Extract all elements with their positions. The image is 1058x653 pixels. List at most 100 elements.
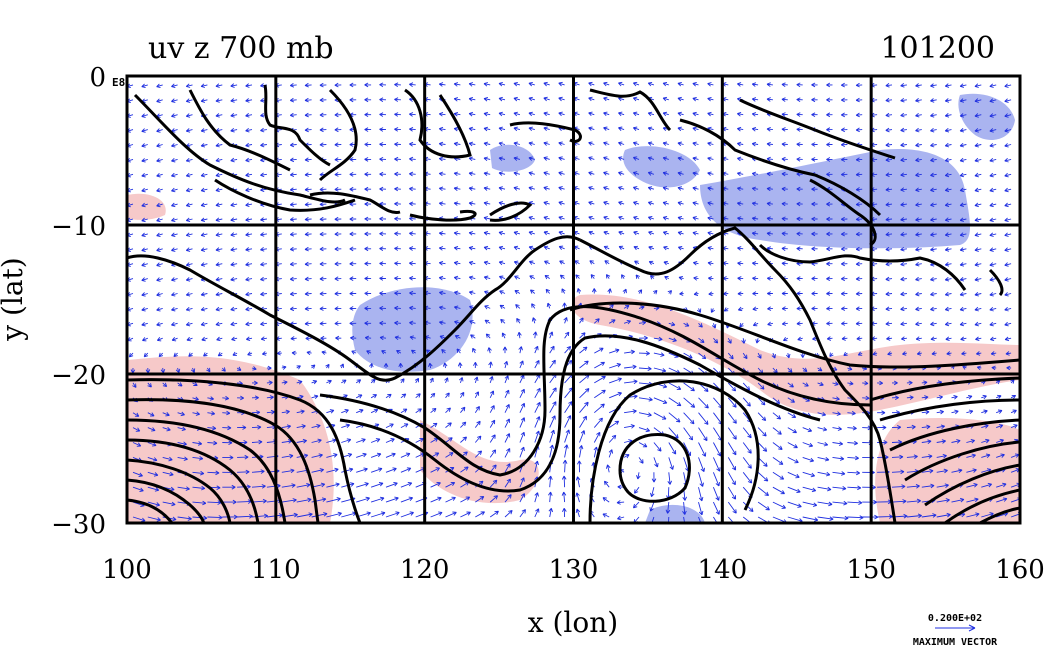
wind-vector bbox=[438, 171, 446, 177]
wind-vector bbox=[832, 471, 846, 476]
wind-vector bbox=[304, 187, 312, 192]
x-tick-label: 130 bbox=[549, 555, 599, 585]
contour-line bbox=[127, 478, 206, 523]
wind-vector bbox=[514, 275, 521, 280]
wind-vector bbox=[483, 171, 491, 176]
wind-vector bbox=[498, 111, 506, 117]
wind-vector bbox=[677, 231, 684, 236]
wind-vector bbox=[727, 382, 737, 392]
wind-vector bbox=[185, 247, 193, 252]
wind-vector bbox=[944, 276, 952, 282]
wind-vector bbox=[364, 320, 372, 326]
wind-vector bbox=[989, 157, 997, 163]
wind-vector bbox=[811, 112, 818, 117]
wind-vector bbox=[944, 291, 952, 297]
wind-vector bbox=[513, 171, 521, 176]
wind-vector bbox=[727, 352, 734, 360]
wind-vector bbox=[498, 230, 506, 236]
wind-vector bbox=[981, 394, 987, 400]
wind-vector bbox=[504, 448, 511, 458]
wind-vector bbox=[1004, 143, 1012, 148]
wind-vector bbox=[781, 306, 788, 311]
wind-vector bbox=[430, 422, 438, 428]
wind-vector bbox=[624, 349, 635, 355]
wind-vector bbox=[245, 113, 253, 118]
wind-vector bbox=[727, 501, 737, 514]
wind-vector bbox=[608, 319, 616, 324]
wind-vector bbox=[900, 217, 907, 222]
wind-vector bbox=[737, 186, 744, 192]
wind-vector bbox=[900, 112, 907, 118]
wind-vector bbox=[260, 321, 267, 327]
wind-vector bbox=[549, 444, 555, 458]
wind-vector bbox=[200, 98, 208, 103]
wind-vector bbox=[460, 406, 466, 413]
wind-vector bbox=[900, 142, 907, 148]
wind-vector bbox=[576, 288, 582, 294]
wind-vector bbox=[906, 380, 913, 386]
wind-vector bbox=[811, 186, 818, 192]
wind-vector bbox=[334, 216, 342, 222]
wind-vector bbox=[543, 111, 550, 117]
wind-vector bbox=[915, 217, 922, 222]
wind-vector bbox=[215, 262, 223, 267]
wind-vector bbox=[847, 485, 862, 491]
wind-vector bbox=[171, 247, 178, 252]
wind-vector bbox=[588, 215, 595, 221]
wind-vector bbox=[944, 83, 952, 88]
wind-vector bbox=[900, 321, 907, 327]
wind-vector bbox=[132, 516, 146, 523]
wind-vector bbox=[900, 232, 907, 237]
wind-vector bbox=[400, 393, 407, 399]
wind-vector bbox=[430, 392, 436, 399]
wind-vector bbox=[989, 98, 997, 103]
wind-vector bbox=[594, 389, 606, 399]
wind-vector bbox=[430, 467, 440, 473]
wind-vector bbox=[304, 157, 312, 163]
wind-vector bbox=[564, 415, 572, 428]
wind-vector bbox=[632, 141, 640, 146]
wind-vector bbox=[409, 141, 416, 147]
wind-vector bbox=[484, 305, 491, 310]
wind-vector bbox=[603, 171, 610, 176]
wind-vector bbox=[289, 291, 297, 297]
wind-vector bbox=[692, 111, 699, 117]
wind-vector bbox=[364, 142, 372, 147]
wind-vector bbox=[974, 98, 982, 103]
wind-vector bbox=[231, 336, 238, 342]
wind-vector bbox=[900, 276, 907, 282]
wind-vector bbox=[930, 202, 937, 208]
coastline bbox=[409, 210, 477, 222]
wind-vector bbox=[370, 496, 385, 503]
wind-vector bbox=[319, 231, 327, 237]
wind-vector bbox=[549, 359, 556, 369]
wind-vector bbox=[959, 113, 967, 118]
wind-vector bbox=[800, 353, 806, 358]
wind-vector bbox=[260, 127, 267, 133]
wind-vector bbox=[409, 186, 416, 192]
coastline bbox=[404, 88, 472, 159]
wind-vector bbox=[707, 111, 714, 117]
wind-vector bbox=[766, 291, 773, 296]
wind-vector bbox=[334, 127, 342, 133]
wind-vector bbox=[528, 215, 535, 221]
wind-vector bbox=[132, 382, 137, 388]
wind-vector bbox=[334, 321, 342, 326]
wind-vector bbox=[796, 97, 803, 102]
wind-vector bbox=[326, 482, 340, 488]
wind-vector bbox=[989, 336, 997, 342]
wind-vector bbox=[549, 415, 556, 428]
wind-vector bbox=[349, 201, 357, 207]
wind-vector bbox=[677, 156, 684, 161]
wind-vector bbox=[503, 360, 509, 369]
wind-vector bbox=[528, 126, 535, 132]
wind-vector bbox=[558, 171, 565, 176]
wind-vector bbox=[200, 202, 208, 208]
wind-vector bbox=[379, 171, 387, 177]
wind-vector bbox=[534, 360, 540, 369]
wind-vector bbox=[885, 83, 893, 88]
wind-vector bbox=[400, 467, 412, 473]
wind-vector bbox=[594, 375, 606, 384]
wind-vector bbox=[1010, 453, 1020, 458]
wind-vector bbox=[543, 81, 550, 87]
